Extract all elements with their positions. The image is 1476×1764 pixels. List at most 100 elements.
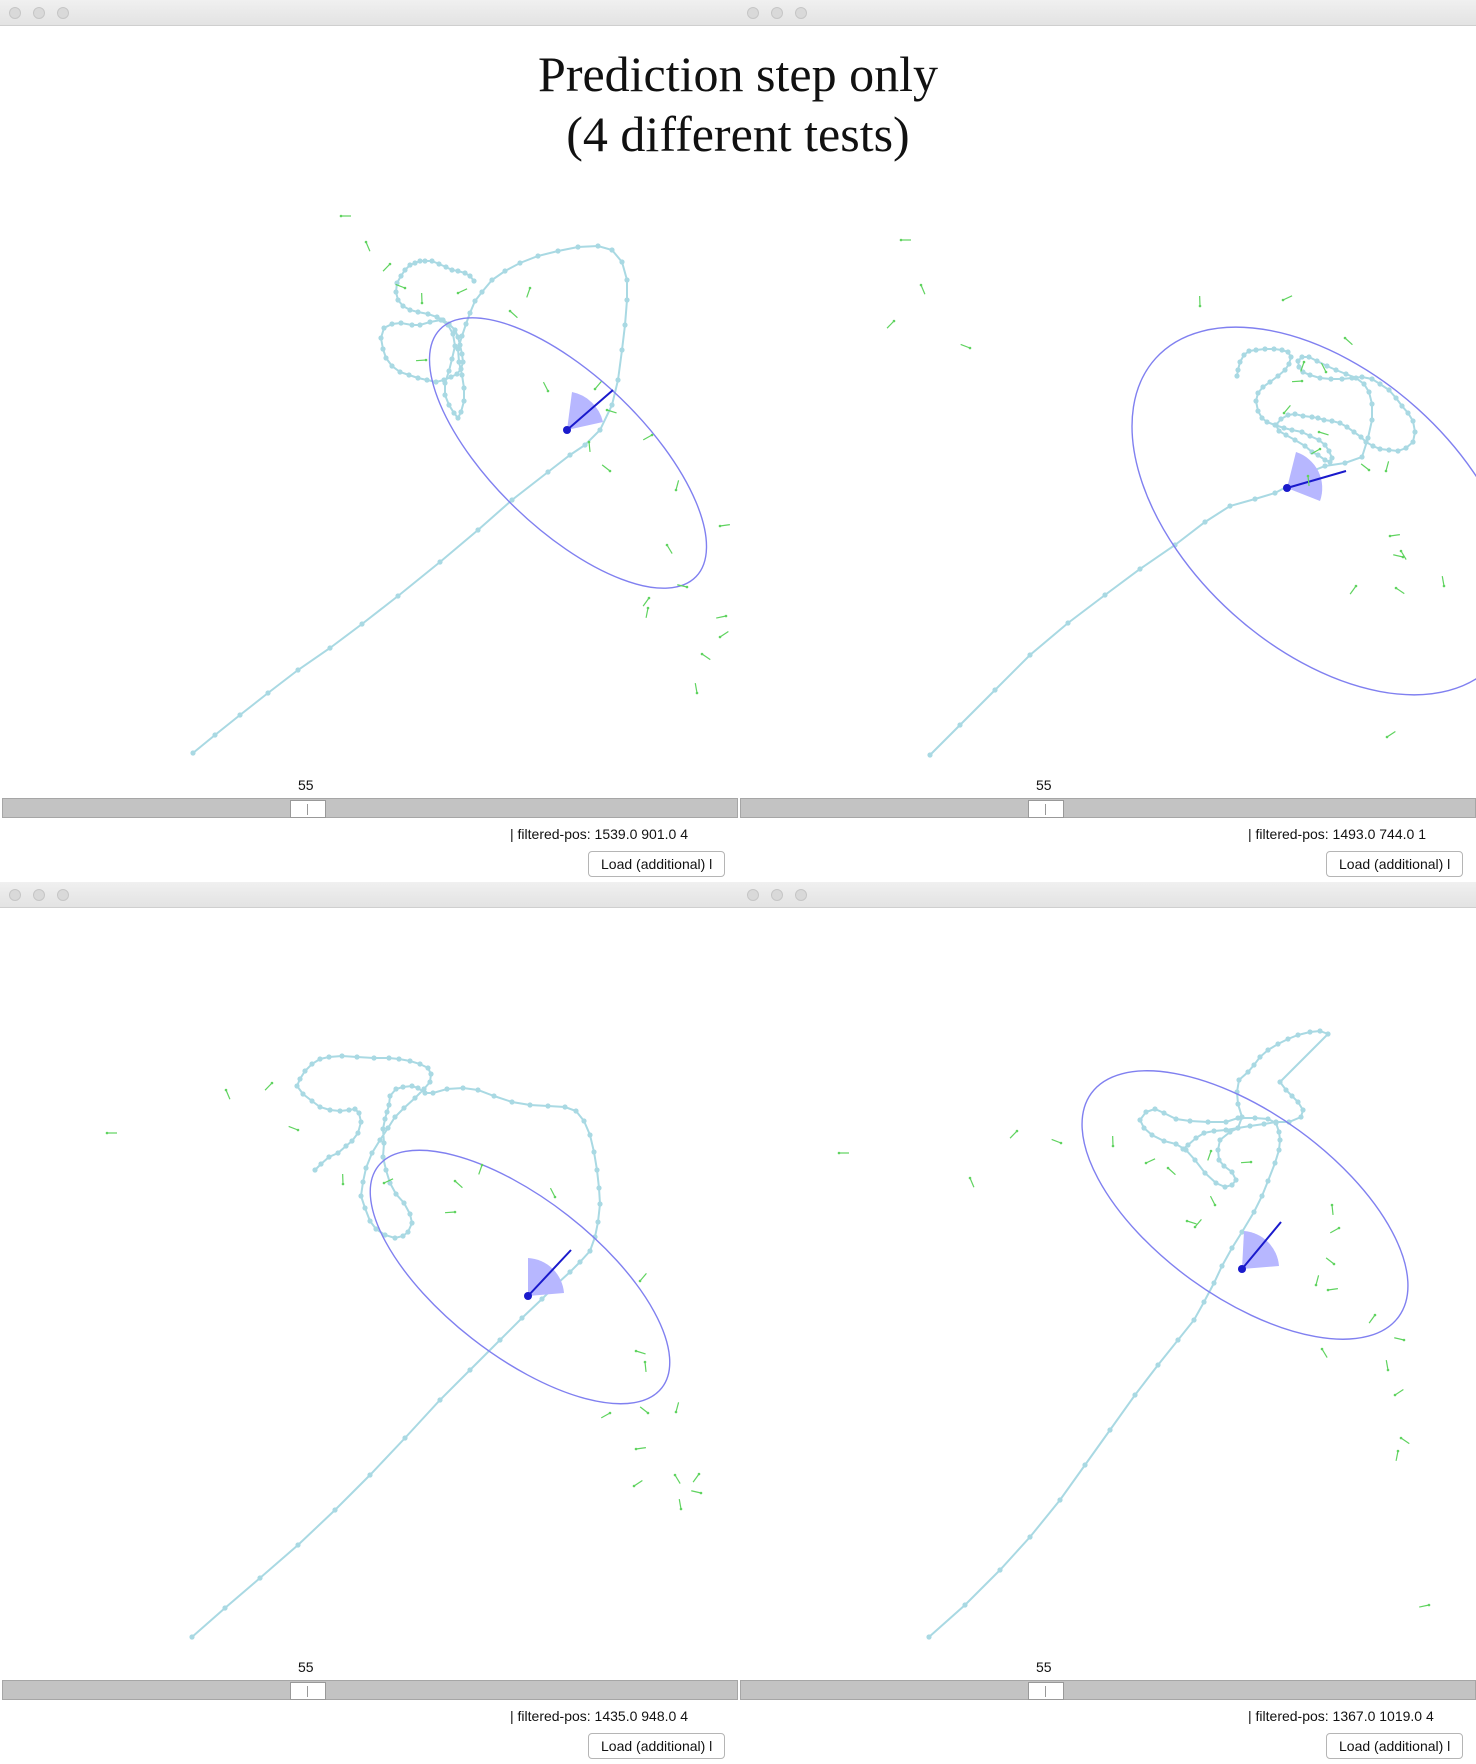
trajectory-point <box>1302 443 1308 449</box>
particle <box>1400 550 1407 560</box>
trajectory-point <box>380 1154 386 1160</box>
trajectory-point <box>1282 367 1288 373</box>
particle-head <box>1401 555 1405 559</box>
particle-head <box>1399 549 1403 553</box>
particle <box>701 653 711 661</box>
trajectory-point <box>545 1103 551 1109</box>
particle <box>454 1180 463 1189</box>
close-button[interactable] <box>9 889 21 901</box>
slider-thumb[interactable] <box>290 1682 326 1700</box>
window-titlebar[interactable] <box>738 0 1476 26</box>
slider-thumb[interactable] <box>1028 800 1064 818</box>
trajectory-point <box>519 1315 525 1321</box>
particle-head <box>674 488 678 492</box>
minimize-button[interactable] <box>771 889 783 901</box>
close-button[interactable] <box>9 7 21 19</box>
trajectory-point <box>591 1149 597 1155</box>
trajectory-point <box>624 277 630 283</box>
particle <box>1240 1161 1252 1164</box>
particle-head <box>1373 1313 1377 1317</box>
trajectory-point <box>455 415 461 421</box>
covariance-ellipse <box>1131 326 1476 696</box>
particle <box>1419 1604 1430 1608</box>
trajectory-point <box>1161 1110 1167 1116</box>
trajectory-point <box>581 1118 587 1124</box>
slider-thumb[interactable] <box>290 800 326 818</box>
maximize-button[interactable] <box>57 889 69 901</box>
time-slider[interactable] <box>2 798 738 818</box>
trajectory-point <box>609 247 615 253</box>
particle <box>1329 1227 1340 1234</box>
trajectory-path <box>928 1029 1330 1638</box>
particle-head <box>1330 1203 1334 1207</box>
trajectory-point <box>927 752 933 758</box>
trajectory-point <box>459 351 465 357</box>
trajectory-point <box>397 369 403 375</box>
plot-canvas[interactable] <box>0 26 738 770</box>
trajectory-point <box>1227 503 1233 509</box>
load-additional-button[interactable]: Load (additional) l <box>1326 851 1464 877</box>
window-titlebar[interactable] <box>0 882 738 908</box>
trajectory-point <box>491 1093 497 1099</box>
time-slider[interactable] <box>740 798 1476 818</box>
particle-head <box>699 1491 703 1495</box>
load-additional-button[interactable]: Load (additional) l <box>1326 1733 1464 1759</box>
trajectory-point <box>539 1296 545 1302</box>
particles <box>105 1081 703 1511</box>
trajectory-point <box>1271 346 1277 352</box>
minimize-button[interactable] <box>33 7 45 19</box>
maximize-button[interactable] <box>795 7 807 19</box>
particle <box>639 1406 649 1414</box>
minimize-button[interactable] <box>33 889 45 901</box>
trajectory-point <box>562 1104 568 1110</box>
slider-thumb[interactable] <box>1028 1682 1064 1700</box>
minimize-button[interactable] <box>771 7 783 19</box>
close-button[interactable] <box>747 7 759 19</box>
trajectory-point <box>317 1104 323 1110</box>
trajectory-point <box>463 321 469 327</box>
window-titlebar[interactable] <box>0 0 738 26</box>
trajectory-point <box>1283 1087 1289 1093</box>
plot-canvas[interactable] <box>738 908 1476 1652</box>
trajectory-point <box>1292 411 1298 417</box>
trajectory-point <box>619 347 625 353</box>
particle-head <box>605 408 609 412</box>
trajectory-point <box>1213 1180 1219 1186</box>
trajectory-point <box>395 297 401 303</box>
plot-canvas[interactable] <box>0 908 738 1652</box>
trajectory-point <box>451 410 457 416</box>
trajectory-point <box>1267 379 1273 385</box>
particle-head <box>508 309 512 313</box>
trajectory-point <box>1296 364 1302 370</box>
plot-canvas[interactable] <box>738 26 1476 770</box>
trajectory-point <box>1377 381 1383 387</box>
particle-head <box>1394 586 1398 590</box>
trajectory-point <box>595 243 601 249</box>
trajectory-point <box>392 1114 398 1120</box>
time-slider[interactable] <box>740 1680 1476 1700</box>
time-slider[interactable] <box>2 1680 738 1700</box>
trajectory-point <box>383 1167 389 1173</box>
maximize-button[interactable] <box>57 7 69 19</box>
particle-head <box>1402 1338 1406 1342</box>
maximize-button[interactable] <box>795 889 807 901</box>
trajectory-point <box>417 1061 423 1067</box>
trajectory-point <box>363 1165 369 1171</box>
trajectory-point <box>577 1259 583 1265</box>
particle-head <box>919 283 923 287</box>
close-button[interactable] <box>747 889 759 901</box>
trajectory-point <box>1351 429 1357 435</box>
particle-head <box>1396 1449 1400 1453</box>
trajectory-point <box>1180 1146 1186 1152</box>
window-titlebar[interactable] <box>738 882 1476 908</box>
trajectory-point <box>371 1055 377 1061</box>
particle-head <box>1166 1166 1170 1170</box>
trajectory-point <box>1265 1116 1271 1122</box>
trajectory-point <box>1300 413 1306 419</box>
slider-value-label: 55 <box>298 777 314 793</box>
trajectory-point <box>302 1068 308 1074</box>
load-additional-button[interactable]: Load (additional) l <box>588 1733 726 1759</box>
trajectory-point <box>377 1137 383 1143</box>
particle <box>594 380 602 390</box>
load-additional-button[interactable]: Load (additional) l <box>588 851 726 877</box>
